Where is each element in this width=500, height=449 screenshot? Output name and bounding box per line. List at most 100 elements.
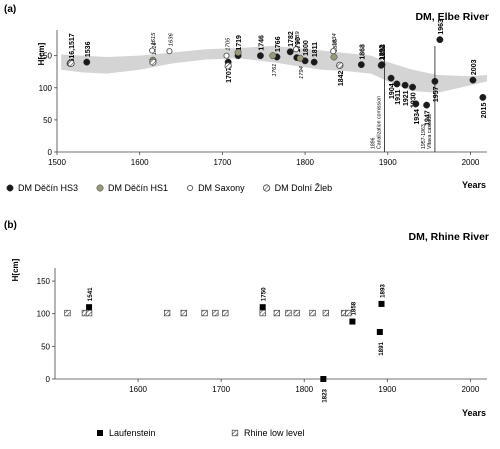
data-point (412, 100, 420, 108)
annotation-text: Canalization comission (376, 96, 382, 149)
data-point (224, 62, 232, 70)
data-point (409, 83, 417, 91)
point-label: 2015 (481, 103, 488, 119)
data-point (393, 80, 401, 88)
data-point (285, 309, 292, 317)
x-tick-label: 2000 (461, 385, 479, 394)
x-tick-label: 2000 (462, 158, 480, 167)
point-label: 1541 (87, 287, 94, 301)
y-tick-label: 100 (39, 84, 53, 93)
point-label: 1707 (226, 67, 233, 83)
data-point (387, 74, 395, 82)
data-point (309, 309, 316, 317)
panel-label: (b) (4, 220, 17, 231)
point-label: 1957 (433, 86, 440, 102)
data-point (259, 309, 266, 317)
data-point (479, 93, 487, 101)
x-tick-label: 1700 (212, 385, 230, 394)
data-point (431, 77, 439, 85)
point-label: 1705 (226, 37, 232, 51)
x-axis-label: Years (462, 408, 486, 418)
y-axis-label: H[cm] (11, 258, 20, 281)
data-point (166, 48, 173, 55)
point-label: 1904 (389, 83, 396, 99)
point-label: 1616 (152, 42, 158, 56)
data-point (149, 47, 156, 54)
point-label: 1789 (295, 31, 301, 45)
point-label: 1719 (236, 35, 243, 51)
data-point (357, 61, 365, 69)
point-label: 1963 (438, 19, 445, 35)
data-point (378, 300, 385, 307)
legend-label: DM Saxony (198, 183, 245, 193)
uncertainty-band (61, 46, 488, 93)
point-label: 1782 (288, 31, 295, 47)
point-label: 1750 (261, 287, 268, 301)
legend-marker (187, 184, 194, 192)
legend-label: Rhine low level (244, 428, 305, 438)
x-tick-label: 1500 (48, 158, 66, 167)
y-axis-label: H[cm] (37, 42, 46, 65)
data-point (273, 309, 280, 317)
legend-label: DM Děčín HS1 (108, 183, 168, 193)
point-label: 1516,1517 (69, 33, 76, 66)
point-label: 1834 (332, 33, 338, 46)
data-point (201, 309, 208, 317)
chart-title: DM, Elbe River (415, 11, 489, 23)
data-point (64, 309, 71, 317)
point-label: 1823 (321, 388, 328, 402)
x-tick-label: 1600 (129, 385, 147, 394)
legend-marker (97, 430, 103, 436)
y-tick-label: 150 (39, 52, 53, 61)
data-point (164, 309, 171, 317)
data-point (330, 53, 338, 61)
x-tick-label: 1900 (379, 158, 397, 167)
legend-label: DM Děčín HS3 (18, 183, 78, 193)
point-label: 2003 (471, 59, 478, 75)
point-label: 1947 (425, 110, 432, 126)
y-tick-label: 0 (48, 148, 53, 157)
point-label: 1858 (350, 301, 357, 315)
point-label: 1934 (414, 109, 421, 125)
data-point (349, 318, 356, 325)
data-point (223, 52, 230, 59)
data-point (345, 309, 352, 317)
point-label: 1835 (333, 38, 339, 52)
data-point (256, 52, 264, 60)
annotation-year: 1957-1963 (421, 124, 427, 149)
data-point (269, 52, 277, 60)
data-point (320, 376, 327, 382)
point-label: 1790 (295, 37, 302, 53)
point-label: 1615 (151, 32, 157, 46)
data-point (286, 48, 294, 56)
rhine-panel: (b) DM, Rhine River H[cm] Years 0 50 100 150 160… (4, 220, 489, 438)
chart-title: DM, Rhine River (408, 231, 489, 243)
legend-label: Laufenstein (109, 428, 156, 438)
legend-marker (231, 429, 239, 437)
x-tick-label: 1800 (296, 158, 314, 167)
data-point (234, 49, 242, 56)
point-label: 1811 (312, 42, 319, 57)
data-point (180, 309, 187, 317)
point-label: 1636 (168, 33, 174, 47)
y-tick-label: 0 (46, 375, 51, 384)
data-point (469, 76, 477, 84)
x-tick-label: 1900 (378, 385, 396, 394)
legend-marker (6, 184, 14, 192)
data-point (376, 328, 383, 335)
x-axis-label: Years (462, 180, 486, 190)
point-label: 1794 (299, 66, 305, 79)
data-point (67, 59, 75, 67)
legend-marker (96, 184, 104, 192)
y-tick-label: 50 (41, 342, 50, 351)
x-tick-label: 1800 (295, 385, 313, 394)
data-point (85, 309, 93, 317)
point-label: 1893 (379, 284, 386, 298)
point-label: 1891 (378, 341, 385, 355)
panel-label: (a) (4, 4, 16, 15)
data-point (436, 36, 444, 44)
point-label: 1766 (275, 36, 282, 52)
point-label: 1921 (403, 90, 410, 106)
data-point (336, 61, 344, 69)
